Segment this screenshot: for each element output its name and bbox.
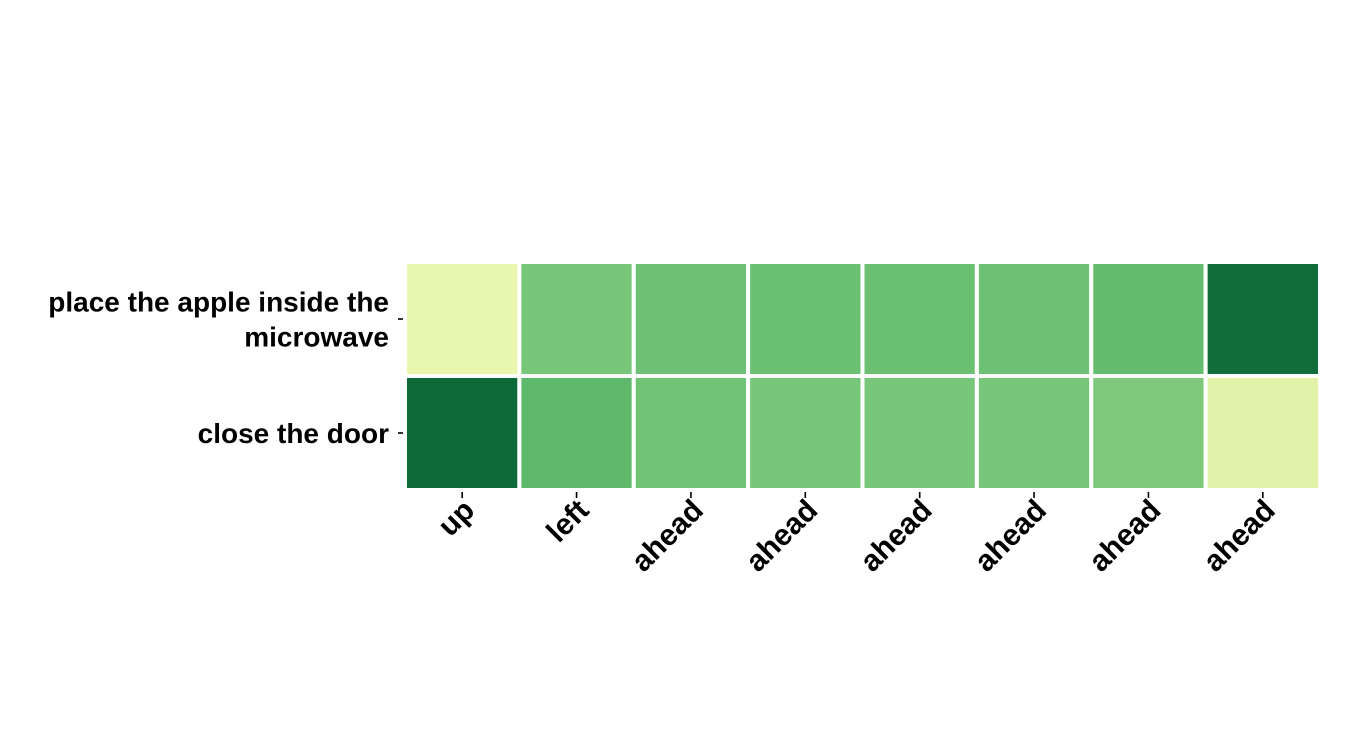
heatmap-cell-r0-c7 (1203, 260, 1323, 378)
heatmap-cell-r1-c6 (1089, 374, 1208, 492)
col-label-5: ahead (968, 494, 1053, 579)
col-label-4: ahead (854, 494, 939, 579)
heatmap-cell-r1-c0 (403, 374, 522, 492)
heatmap-cell-r1-c2 (631, 374, 751, 492)
col-label-1: left (540, 494, 595, 549)
heatmap-cell-r0-c3 (746, 260, 865, 378)
column-axis: up left ahead ahead ahead ahead ahead ahead (432, 492, 1282, 578)
heatmap-cell-r1-c4 (860, 374, 979, 492)
col-label-6: ahead (1083, 494, 1168, 579)
col-label-7: ahead (1197, 494, 1282, 579)
col-label-0: up (432, 494, 481, 543)
row-label-0-line-1: microwave (244, 322, 389, 353)
heatmap-cell-r1-c3 (746, 374, 865, 492)
heatmap-cell-r0-c1 (517, 260, 636, 378)
heatmap-cell-r0-c5 (974, 260, 1094, 378)
heatmap-cell-r1-c5 (974, 374, 1094, 492)
col-label-3: ahead (740, 494, 825, 579)
heatmap-cell-r0-c0 (403, 260, 522, 378)
row-axis: place the apple inside the microwave close… (48, 287, 403, 449)
heatmap-cell-r1-c7 (1203, 374, 1323, 492)
heatmap-cell-r0-c2 (631, 260, 751, 378)
heatmap-cell-r1-c1 (517, 374, 636, 492)
row-label-0-line-0: place the apple inside the (48, 287, 389, 318)
heatmap-cells (403, 260, 1323, 492)
heatmap-cell-r0-c6 (1089, 260, 1208, 378)
row-label-1-line-0: close the door (198, 418, 389, 449)
col-label-2: ahead (625, 494, 710, 579)
heatmap-cell-r0-c4 (860, 260, 979, 378)
